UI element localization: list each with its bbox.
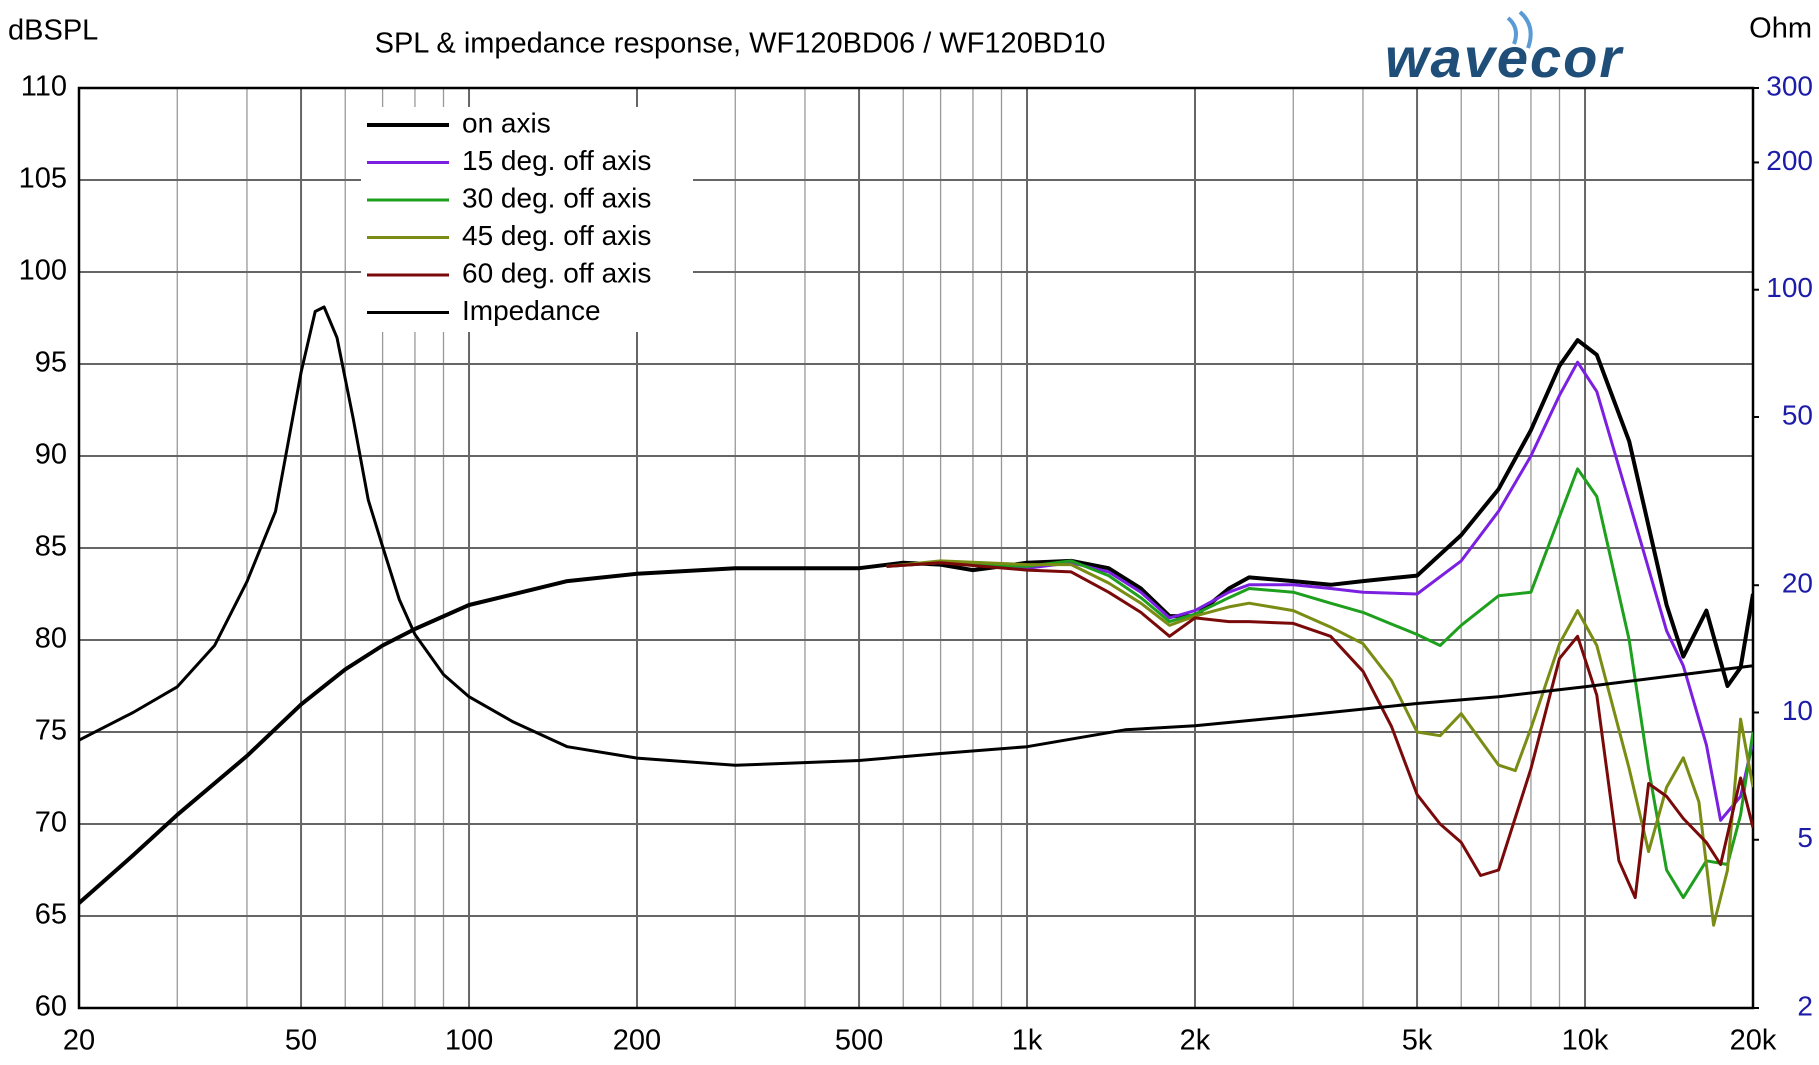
x-tick-label: 20 [63,1025,95,1057]
series-line [886,561,1753,900]
logo: wavecor [1385,10,1624,89]
x-tick-label: 500 [835,1025,883,1057]
y2-tick-label: 300 [1766,70,1813,101]
x-tick-label: 20k [1730,1025,1777,1057]
logo-text: wavecor [1385,26,1624,89]
y2-tick-label: 10 [1782,695,1813,726]
legend-box [361,107,693,332]
legend-label: 45 deg. off axis [462,220,651,251]
y-tick-label: 105 [19,163,67,195]
x-tick-label: 200 [613,1025,661,1057]
y2-tick-label: 5 [1797,822,1813,853]
x-tick-label: 100 [445,1025,493,1057]
series-line [886,360,1753,822]
x-tick-label: 2k [1180,1025,1211,1057]
y-tick-label: 90 [35,439,67,471]
logo-waves [1506,10,1533,49]
y2-tick-label: 100 [1766,272,1813,303]
series-line [79,305,1753,767]
y2-tick-label: 50 [1782,399,1813,430]
plot-frame [77,86,1755,1010]
legend-label: 30 deg. off axis [462,182,651,213]
y-tick-label: 60 [35,991,67,1023]
y-tick-label: 85 [35,531,67,563]
y2-tick-label: 2 [1797,990,1813,1021]
y2-axis-label: Ohm [1749,13,1812,45]
y2-tick-label: 200 [1766,145,1813,176]
series-line [79,338,1753,905]
legend-label: Impedance [462,295,601,326]
y-tick-label: 75 [35,715,67,747]
y-tick-label: 65 [35,899,67,931]
y-tick-label: 70 [35,807,67,839]
legend-label: on axis [462,107,551,138]
chart-title: SPL & impedance response, WF120BD06 / WF… [375,28,1106,60]
series-line [886,559,1753,927]
x-tick-label: 5k [1402,1025,1433,1057]
y-tick-label: 80 [35,623,67,655]
legend-label: 60 deg. off axis [462,257,651,288]
y2-tick-label: 20 [1782,568,1813,599]
x-tick-label: 10k [1562,1025,1609,1057]
legend-label: 15 deg. off axis [462,145,651,176]
x-tick-label: 50 [285,1025,317,1057]
series-line [886,467,1753,900]
y-tick-label: 100 [19,255,67,287]
y-tick-label: 110 [21,71,67,103]
y-tick-label: 95 [35,347,67,379]
x-tick-label: 1k [1012,1025,1043,1057]
y-axis-label: dBSPL [8,15,98,47]
